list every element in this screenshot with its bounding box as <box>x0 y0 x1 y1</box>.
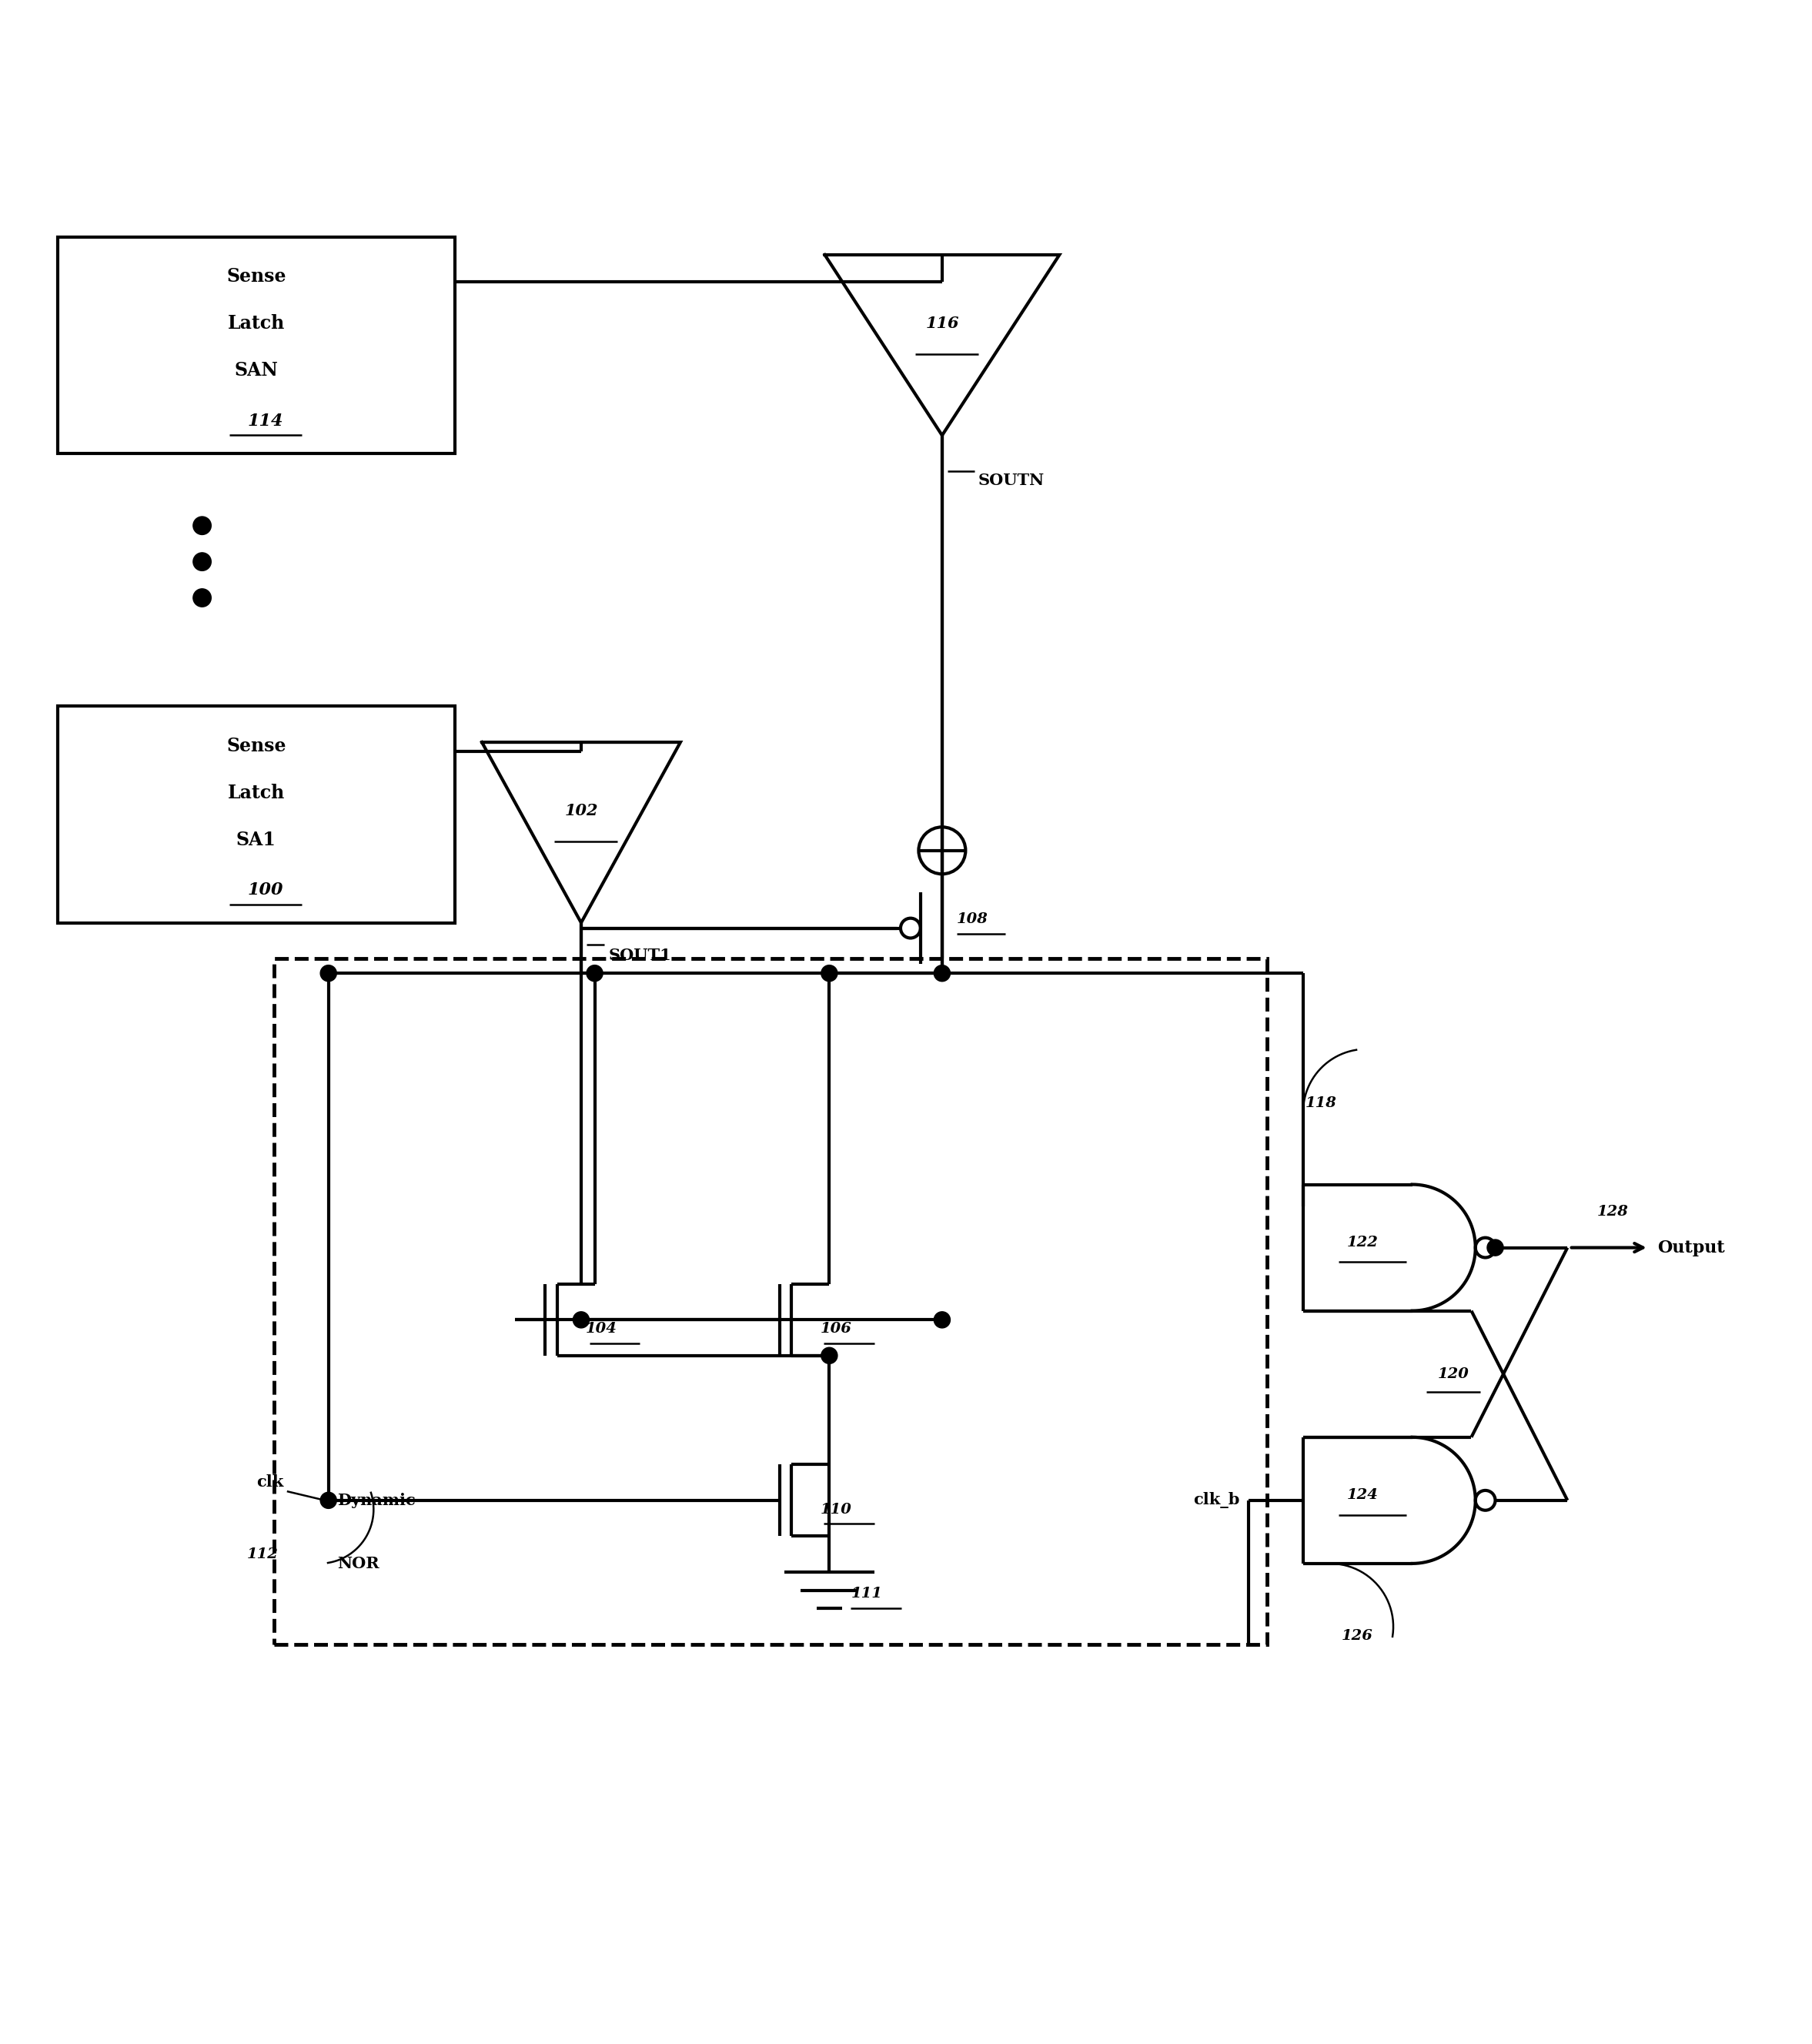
Circle shape <box>194 589 212 607</box>
Text: Output: Output <box>1658 1239 1725 1257</box>
Circle shape <box>901 918 920 938</box>
Text: 100: 100 <box>248 881 283 899</box>
Text: SA1: SA1 <box>236 830 275 848</box>
Text: SOUTN: SOUTN <box>978 472 1044 489</box>
Text: 111: 111 <box>852 1586 882 1600</box>
Text: 118: 118 <box>1305 1096 1337 1110</box>
Text: 102: 102 <box>564 803 598 818</box>
Text: Dynamic: Dynamic <box>337 1492 415 1508</box>
Text: 112: 112 <box>246 1547 279 1562</box>
Text: NOR: NOR <box>337 1555 379 1572</box>
Text: 116: 116 <box>926 315 959 331</box>
Text: Latch: Latch <box>228 783 284 801</box>
Circle shape <box>821 965 837 981</box>
Text: 122: 122 <box>1346 1235 1379 1249</box>
Bar <box>274 959 1267 1645</box>
Text: SOUT1: SOUT1 <box>609 948 670 963</box>
Bar <box>58 705 455 922</box>
Text: 128: 128 <box>1596 1204 1629 1218</box>
Circle shape <box>1475 1490 1495 1511</box>
Text: Sense: Sense <box>226 268 286 286</box>
Circle shape <box>919 828 966 875</box>
Circle shape <box>587 965 603 981</box>
Text: 104: 104 <box>585 1322 618 1337</box>
Text: 124: 124 <box>1346 1488 1379 1502</box>
Bar <box>58 237 455 454</box>
Circle shape <box>933 965 949 981</box>
Text: 106: 106 <box>821 1322 852 1337</box>
Text: clk: clk <box>255 1474 283 1490</box>
Circle shape <box>821 1347 837 1363</box>
Text: Sense: Sense <box>226 736 286 754</box>
Text: clk_b: clk_b <box>1194 1492 1239 1508</box>
Text: Latch: Latch <box>228 315 284 333</box>
Text: 126: 126 <box>1341 1629 1373 1643</box>
Circle shape <box>321 1492 337 1508</box>
Text: 110: 110 <box>821 1502 852 1517</box>
Text: 114: 114 <box>248 413 283 429</box>
Circle shape <box>194 552 212 570</box>
Circle shape <box>1488 1239 1504 1255</box>
Text: SAN: SAN <box>234 362 279 380</box>
Text: 108: 108 <box>957 912 988 926</box>
Text: 120: 120 <box>1437 1367 1470 1382</box>
Circle shape <box>321 965 337 981</box>
Circle shape <box>573 1312 589 1329</box>
Circle shape <box>933 1312 949 1329</box>
Circle shape <box>194 517 212 536</box>
Circle shape <box>1475 1239 1495 1257</box>
